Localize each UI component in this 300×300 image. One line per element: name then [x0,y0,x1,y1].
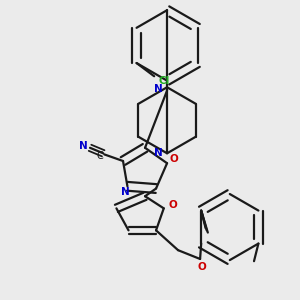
Text: O: O [169,154,178,164]
Text: N: N [79,141,88,151]
Text: O: O [198,262,207,272]
Text: N: N [121,187,130,197]
Text: O: O [168,200,177,210]
Text: N: N [154,85,163,94]
Text: N: N [154,148,163,158]
Text: Cl: Cl [159,76,170,85]
Text: C: C [97,151,103,160]
